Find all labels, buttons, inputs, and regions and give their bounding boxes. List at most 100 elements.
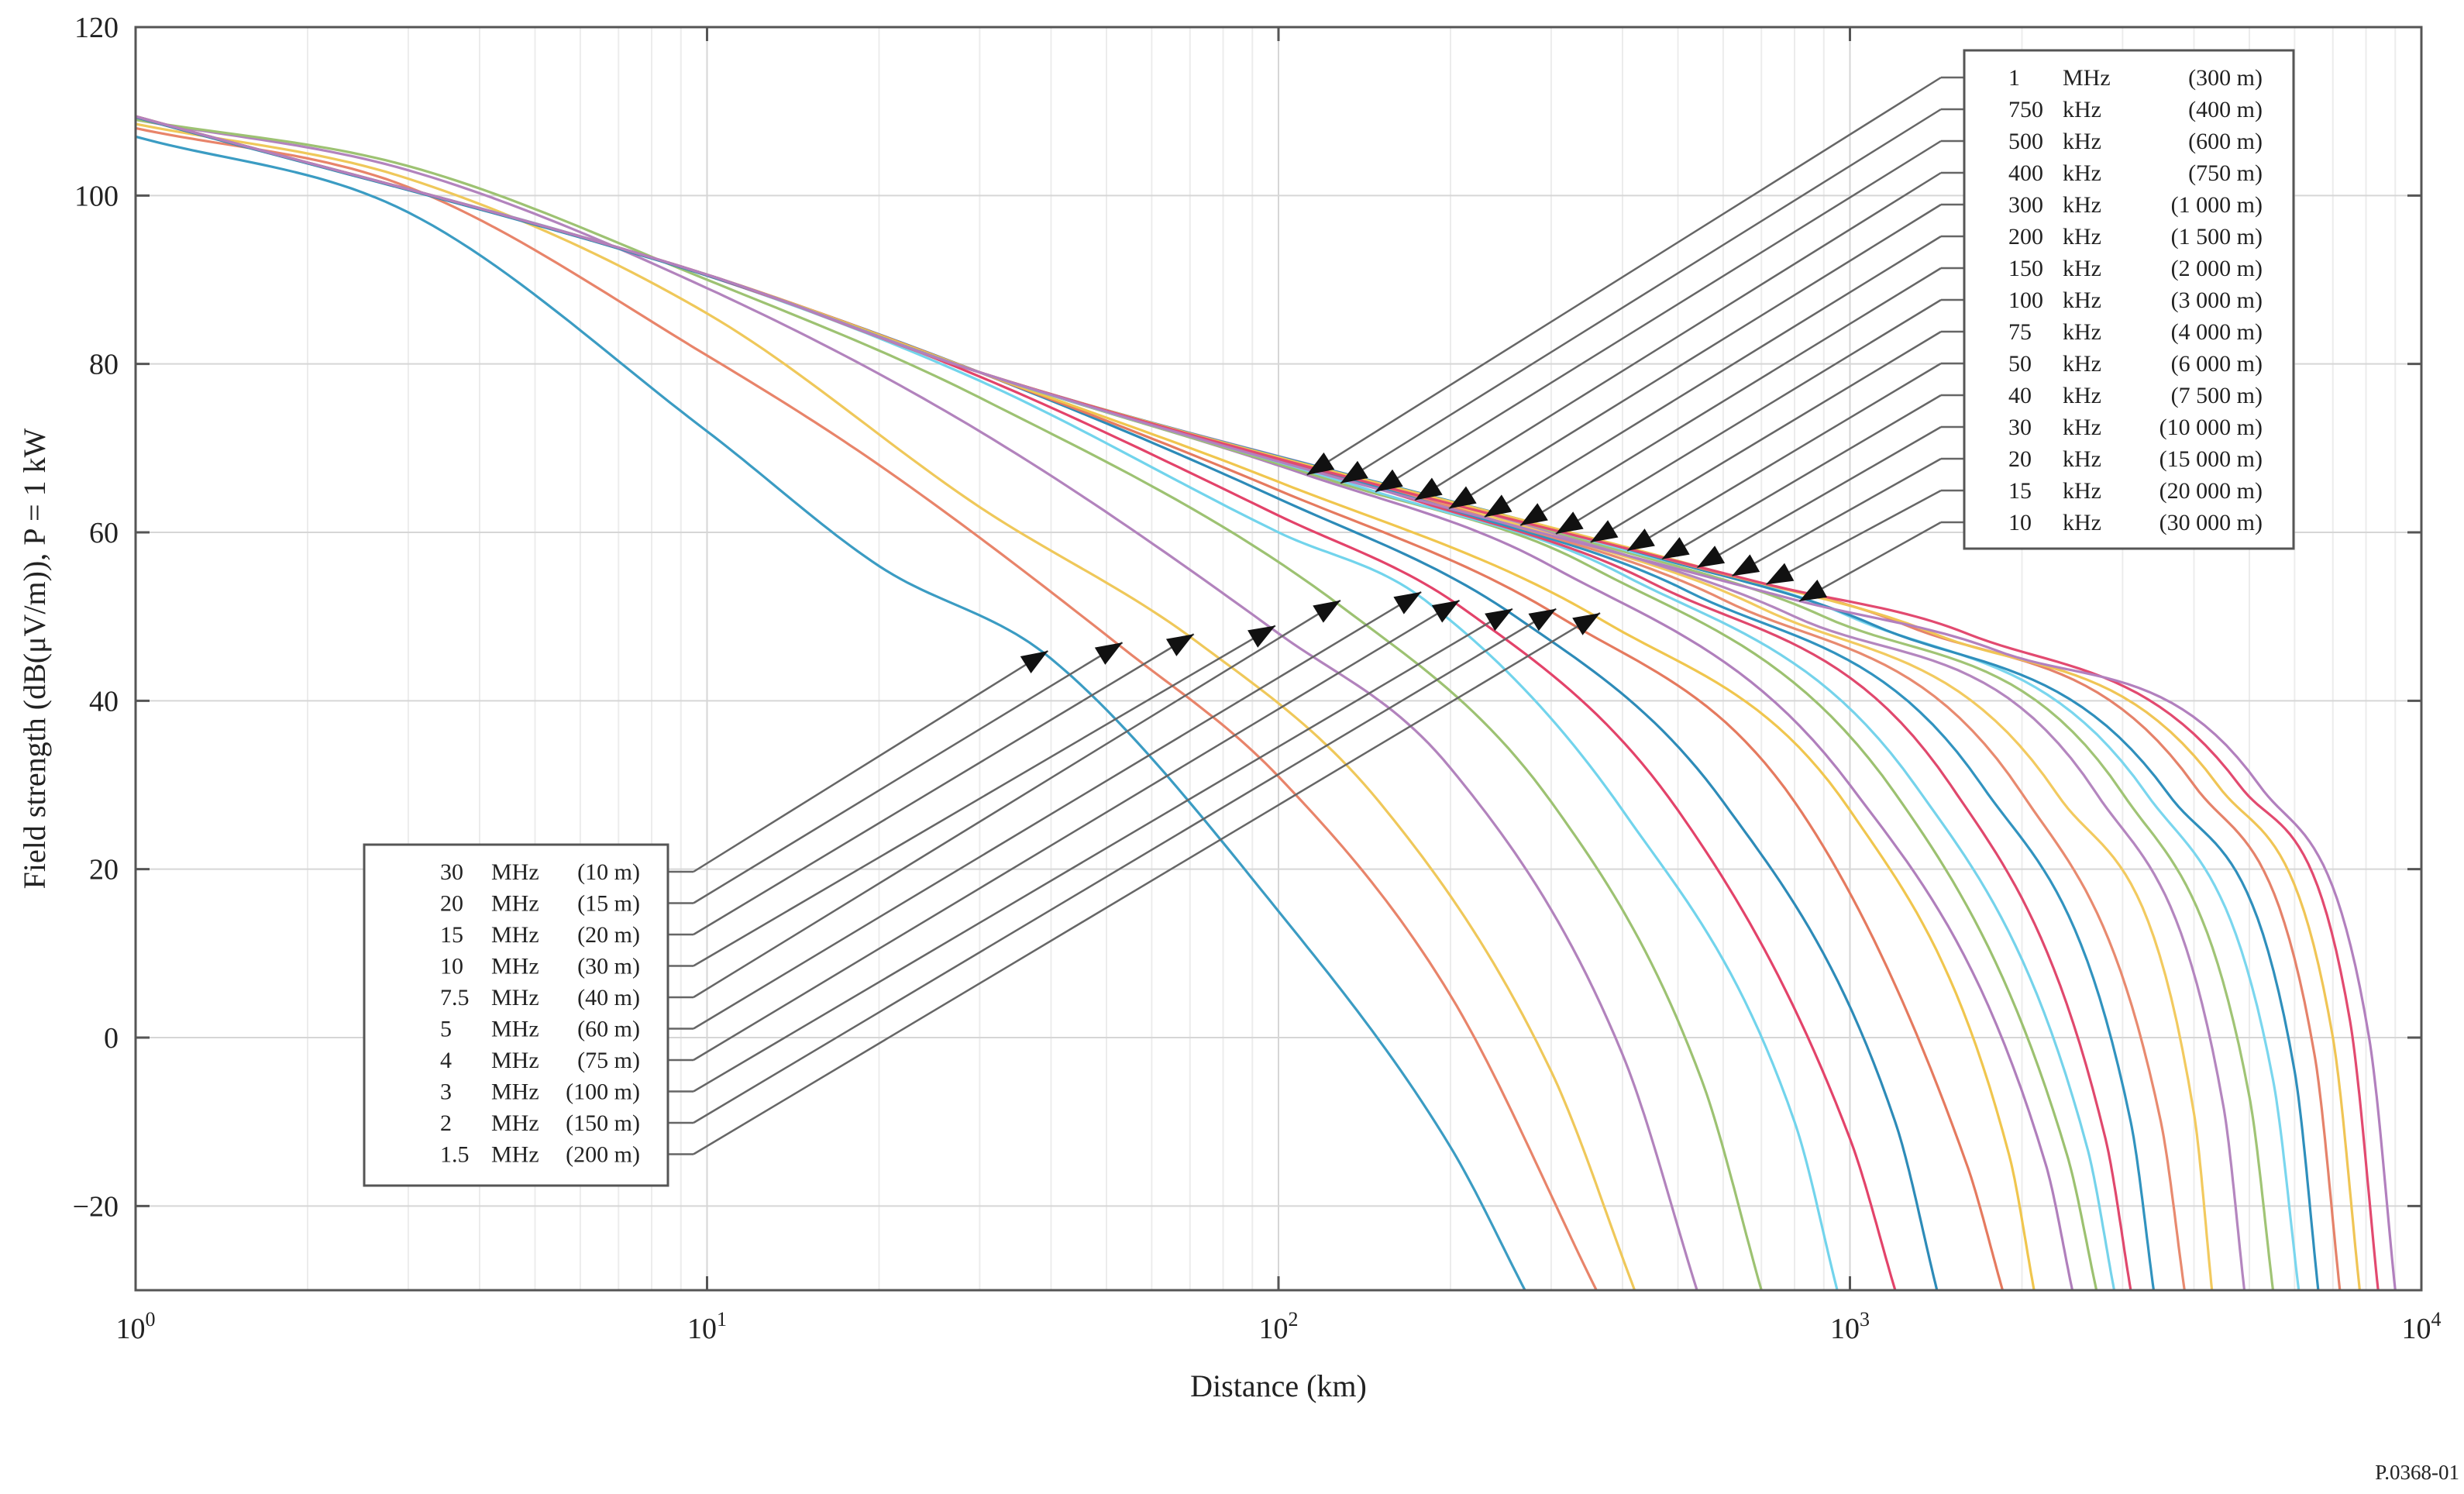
legend-bl-arrow-arrowhead: [1020, 651, 1048, 674]
legend-wavelength: (20 m): [577, 922, 640, 948]
legend-tr-arrow-arrowhead: [1414, 477, 1443, 501]
y-tick-label: 60: [89, 517, 119, 549]
x-tick-label: 100: [116, 1308, 156, 1345]
x-tick-label: 104: [2402, 1308, 2442, 1345]
legend-tr-arrow-leader: [1519, 267, 1942, 527]
legend-wavelength: (150 m): [566, 1110, 640, 1136]
curve-20mhz: [136, 126, 1598, 1290]
legend-tr-arrow-arrowhead: [1661, 537, 1690, 559]
legend-wavelength: (10 m): [577, 859, 640, 885]
legend-wavelength: (20 000 m): [2159, 478, 2263, 504]
axis-ticks: [134, 26, 2423, 1290]
legend-bl-arrow-leader: [693, 649, 1049, 873]
y-tick-label: 100: [74, 180, 119, 212]
legend-freq: 200: [2008, 224, 2043, 250]
legend-bl-arrow-arrowhead: [1247, 625, 1275, 648]
legend-wavelength: (6 000 m): [2171, 351, 2263, 377]
legend-wavelength: (30 000 m): [2159, 510, 2263, 535]
legend-freq: 20: [2008, 446, 2032, 472]
legend-freq: 2: [440, 1110, 452, 1136]
legend-unit: kHz: [2063, 224, 2101, 250]
legend-freq: 500: [2008, 129, 2043, 154]
legend-unit: MHz: [2063, 65, 2111, 91]
legend-unit: kHz: [2063, 478, 2101, 504]
legend-tr-arrow-arrowhead: [1766, 563, 1795, 585]
legend-bl-arrow-arrowhead: [1431, 600, 1460, 623]
legend-tr-arrow-leader: [1589, 330, 1942, 543]
legend-bottom-left: 30 MHz (10 m) 20 MHz (15 m) 15 MHz (20 m) 10 MHz (3…: [363, 843, 669, 1187]
y-tick-label: 0: [104, 1022, 119, 1055]
legend-tr-arrow-leader: [1555, 298, 1942, 535]
legend-wavelength: (4 000 m): [2171, 319, 2263, 345]
legend-wavelength: (400 m): [2188, 97, 2263, 122]
legend-unit: MHz: [491, 922, 539, 948]
legend-wavelength: (40 m): [577, 985, 640, 1010]
legend-tr-arrow-arrowhead: [1590, 520, 1619, 542]
legend-unit: kHz: [2063, 256, 2101, 281]
legend-unit: kHz: [2063, 319, 2101, 345]
legend-bl-arrow-leader: [693, 608, 1513, 1093]
legend-wavelength: (10 000 m): [2159, 415, 2263, 440]
legend-freq: 400: [2008, 160, 2043, 186]
legend-unit: kHz: [2063, 97, 2101, 122]
legend-wavelength: (2 000 m): [2171, 256, 2263, 281]
legend-unit: MHz: [491, 954, 539, 979]
legend-freq: 7.5: [440, 985, 470, 1010]
legend-tr-arrow-arrowhead: [1520, 503, 1548, 526]
legend-unit: MHz: [491, 859, 539, 885]
legend-tr-arrow-leader: [1798, 521, 1942, 603]
legend-unit: kHz: [2063, 446, 2101, 472]
legend-bl-arrow-arrowhead: [1485, 608, 1513, 632]
legend-tr-arrow-leader: [1696, 425, 1942, 569]
legend-unit: MHz: [491, 1079, 539, 1105]
legend-unit: kHz: [2063, 510, 2101, 535]
legend-unit: kHz: [2063, 351, 2101, 377]
legend-freq: 50: [2008, 351, 2032, 377]
legend-bl-arrow-arrowhead: [1528, 608, 1557, 632]
legend-freq: 40: [2008, 383, 2032, 408]
legend-wavelength: (1 500 m): [2171, 224, 2263, 250]
legend-wavelength: (300 m): [2188, 65, 2263, 91]
legend-wavelength: (30 m): [577, 954, 640, 979]
x-tick-label: 102: [1259, 1308, 1299, 1345]
legend-wavelength: (15 m): [577, 891, 640, 917]
curve-15mhz: [136, 122, 1636, 1290]
legend-unit: kHz: [2063, 192, 2101, 218]
legend-bl-arrow-leader: [693, 599, 1341, 999]
legend-unit: kHz: [2063, 415, 2101, 440]
legend-wavelength: (1 000 m): [2171, 192, 2263, 218]
legend-unit: MHz: [491, 1110, 539, 1136]
legend-tr-arrow-leader: [1765, 489, 1942, 586]
legend-unit: kHz: [2063, 383, 2101, 408]
legend-tr-arrow-arrowhead: [1732, 554, 1760, 577]
legend-freq: 4: [440, 1048, 452, 1073]
legend-freq: 100: [2008, 287, 2043, 313]
legend-unit: kHz: [2063, 129, 2101, 154]
legend-unit: MHz: [491, 985, 539, 1010]
legend-unit: MHz: [491, 1048, 539, 1073]
curve-10khz: [136, 115, 2397, 1290]
legend-bl-arrow-leader: [693, 608, 1557, 1124]
legend-tr-arrow-arrowhead: [1340, 460, 1368, 484]
legend-freq: 1.5: [440, 1142, 470, 1168]
legend-bottom-left-box: [363, 843, 669, 1187]
legend-bl-arrow-leader: [693, 625, 1276, 967]
legend-tr-arrow-arrowhead: [1306, 452, 1335, 475]
legend-tr-arrow-leader: [1414, 171, 1942, 501]
legend-tr-arrow-leader: [1375, 139, 1942, 493]
y-tick-label: 80: [89, 349, 119, 381]
figure-reference: P.0368-01: [2375, 1461, 2459, 1484]
y-tick-labels: 120 100 80 60 40 20 0 −20: [73, 12, 119, 1223]
legend-tr-arrow-arrowhead: [1555, 511, 1584, 534]
legend-wavelength: (75 m): [577, 1048, 640, 1073]
x-tick-label: 103: [1830, 1308, 1870, 1345]
legend-freq: 10: [2008, 510, 2032, 535]
y-tick-label: −20: [73, 1190, 119, 1223]
curve-10mhz: [136, 118, 1698, 1290]
legend-top-right-box: [1963, 49, 2295, 550]
legend-freq: 15: [2008, 478, 2032, 504]
legend-bl-arrow-arrowhead: [1313, 600, 1341, 623]
legend-tr-arrow-arrowhead: [1697, 546, 1726, 568]
legend-unit: MHz: [491, 1017, 539, 1042]
